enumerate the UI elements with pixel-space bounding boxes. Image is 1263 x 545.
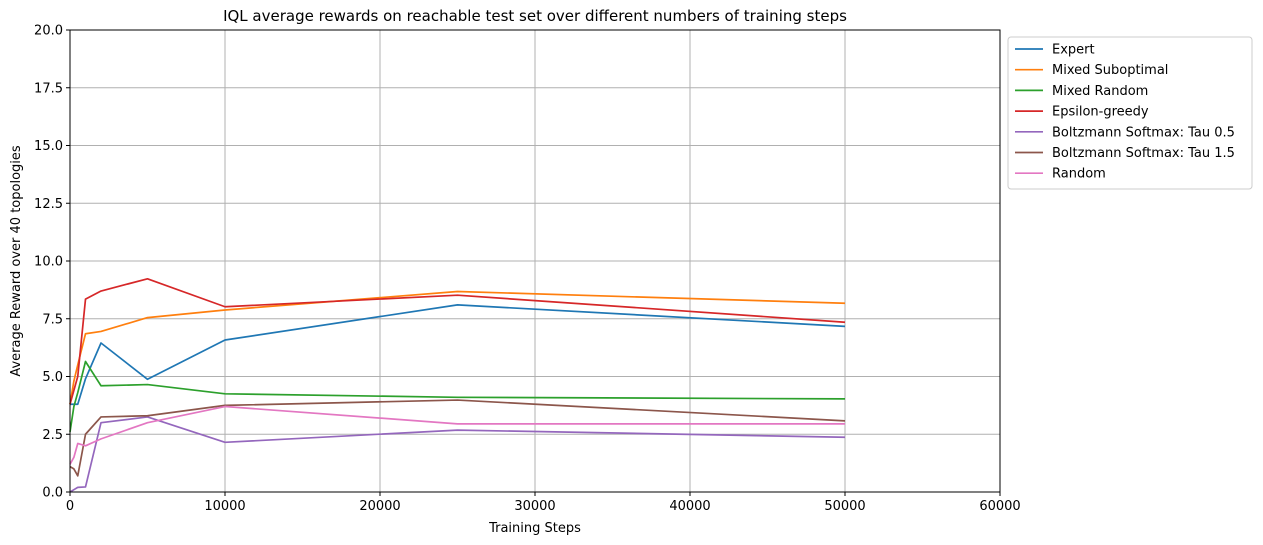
series-line-random [69, 405, 845, 465]
chart-title: IQL average rewards on reachable test se… [223, 7, 847, 25]
legend-label-boltzmann-softmax-tau-0-5: Boltzmann Softmax: Tau 0.5 [1052, 125, 1235, 140]
series-lines [69, 277, 846, 493]
legend-label-mixed-random: Mixed Random [1052, 84, 1148, 99]
y-tick-label: 15.0 [34, 139, 63, 154]
x-axis-ticks: 0 10000 20000 30000 40000 50000 60000 [66, 492, 1021, 514]
legend-label-random: Random [1052, 167, 1106, 182]
y-axis-ticks: 0.0 2.5 5.0 7.5 10.0 12.5 15.0 17.5 20.0 [34, 24, 70, 501]
x-tick-label: 40000 [669, 499, 710, 514]
legend: Expert Mixed Suboptimal Mixed Random Epsilo… [1007, 36, 1253, 190]
x-tick-label: 50000 [824, 499, 865, 514]
x-tick-label: 20000 [359, 499, 400, 514]
legend-label-expert: Expert [1052, 43, 1095, 58]
y-tick-label: 2.5 [42, 428, 63, 443]
legend-box [1007, 36, 1253, 190]
grid [69, 29, 1001, 493]
x-tick-label: 0 [66, 499, 74, 514]
series-line-boltzmann-softmax-tau-0-5 [69, 416, 846, 493]
legend-label-mixed-suboptimal: Mixed Suboptimal [1052, 63, 1168, 78]
x-tick-label: 10000 [204, 499, 245, 514]
y-tick-label: 12.5 [34, 197, 63, 212]
legend-label-boltzmann-softmax-tau-1-5: Boltzmann Softmax: Tau 1.5 [1052, 146, 1235, 161]
y-tick-label: 0.0 [42, 486, 63, 501]
x-tick-label: 30000 [514, 499, 555, 514]
y-tick-label: 5.0 [42, 370, 63, 385]
y-axis-label: Average Reward over 40 topologies [9, 145, 24, 377]
series-line-mixed-random [69, 360, 846, 433]
legend-label-epsilon-greedy: Epsilon-greedy [1052, 105, 1149, 120]
y-tick-label: 7.5 [42, 312, 63, 327]
x-axis-label: Training Steps [488, 521, 581, 536]
y-tick-label: 10.0 [34, 255, 63, 270]
y-tick-label: 17.5 [34, 81, 63, 96]
series-line-boltzmann-softmax-tau-1-5 [69, 399, 846, 477]
y-tick-label: 20.0 [34, 24, 63, 39]
x-tick-label: 60000 [979, 499, 1020, 514]
series-line-epsilon-greedy [69, 277, 846, 405]
series-line-mixed-suboptimal [69, 290, 846, 405]
